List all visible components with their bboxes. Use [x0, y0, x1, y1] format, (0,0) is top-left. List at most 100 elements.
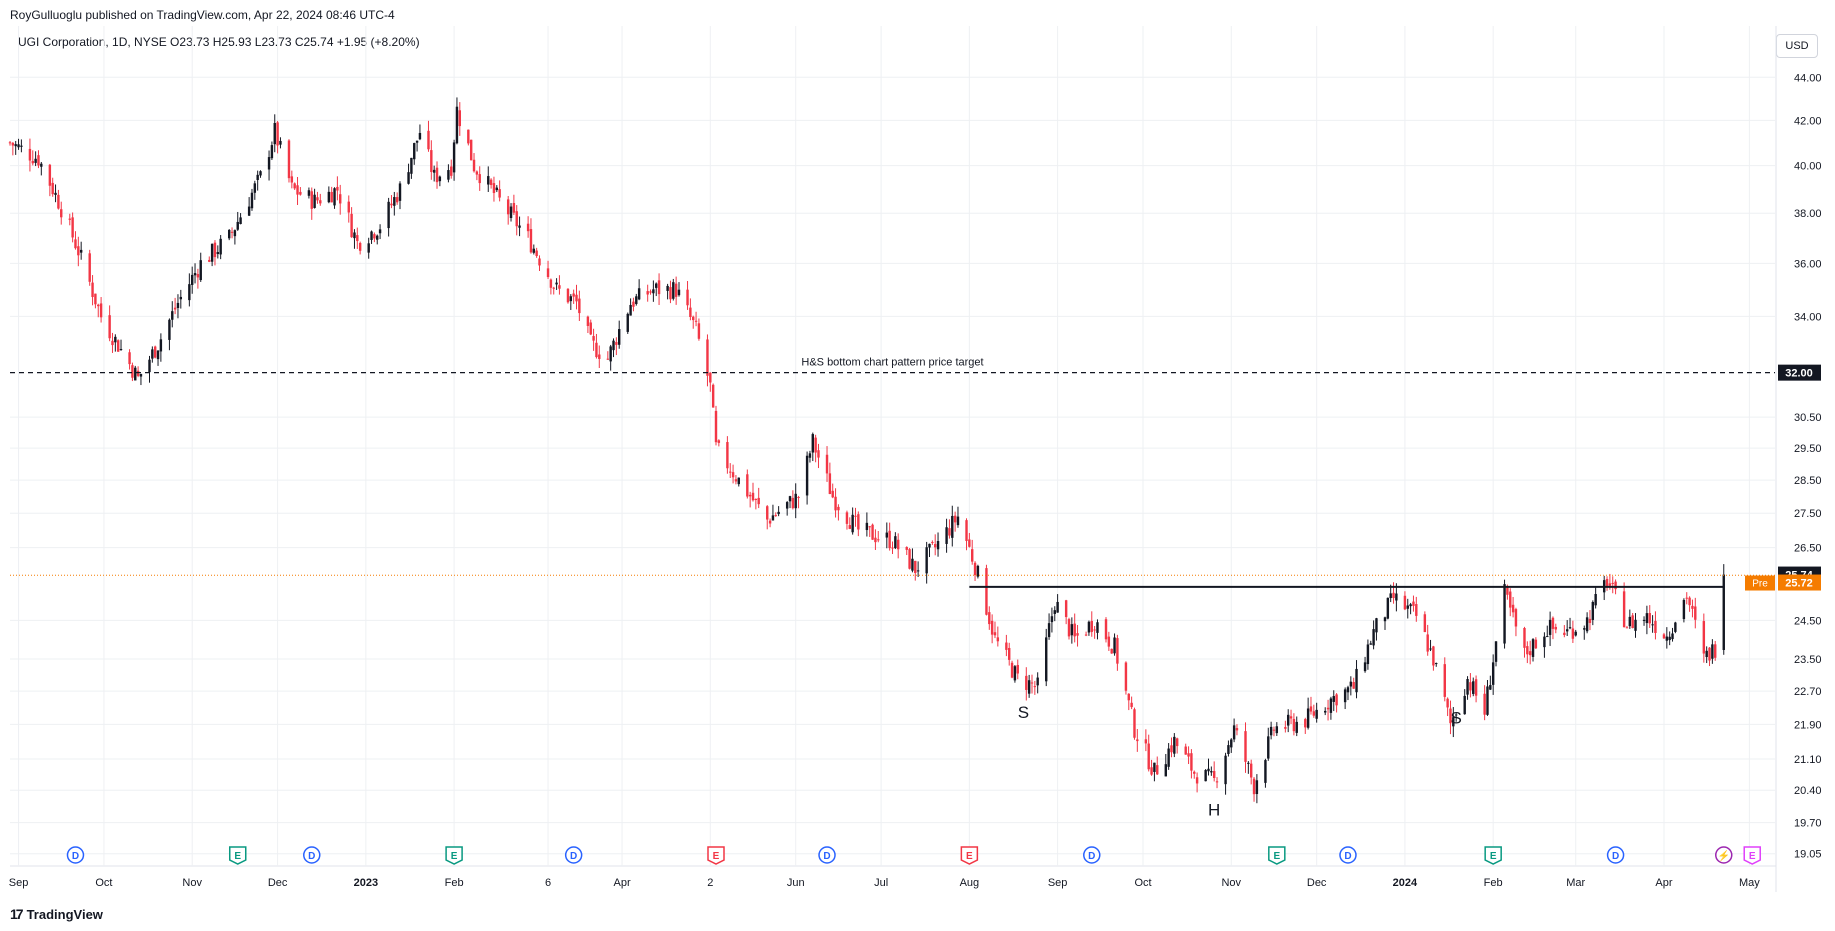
candle-body	[239, 217, 242, 225]
candle-body	[1651, 624, 1654, 626]
candle	[1136, 728, 1139, 752]
candle-body	[1064, 600, 1068, 618]
candle	[230, 227, 234, 239]
marker-letter: D	[1612, 851, 1619, 862]
candle-body	[1164, 764, 1168, 777]
candle	[518, 216, 521, 237]
candle	[1568, 617, 1572, 630]
dividend-marker[interactable]: D	[303, 846, 321, 864]
candle-body	[726, 442, 729, 469]
price-label: 25.72	[1785, 578, 1813, 590]
candle	[751, 482, 755, 502]
candle	[336, 176, 339, 201]
candle-body	[88, 253, 91, 282]
candle	[333, 187, 336, 209]
dividend-marker[interactable]: D	[564, 846, 583, 864]
candle	[427, 120, 430, 152]
candle-body	[569, 296, 573, 302]
candle	[575, 284, 578, 310]
candle-body	[1386, 597, 1390, 619]
earnings-marker[interactable]: E	[707, 846, 725, 865]
candle-body	[672, 282, 675, 299]
candle	[1671, 627, 1674, 642]
candle-body	[430, 150, 433, 173]
tradingview-logo[interactable]: 17 TradingView	[10, 906, 103, 922]
candle-body	[395, 197, 399, 203]
candle	[299, 187, 302, 196]
candle-body	[74, 239, 77, 249]
candle	[1674, 621, 1677, 634]
candle	[768, 518, 772, 528]
split-marker[interactable]: ⚡	[1715, 846, 1733, 864]
candle-body	[1156, 765, 1159, 775]
x-tick-label: 2024	[1393, 877, 1418, 889]
candle	[247, 197, 251, 217]
candle-body	[40, 163, 43, 167]
dividend-marker[interactable]: D	[1339, 846, 1357, 864]
candle-body	[606, 358, 610, 360]
candle	[677, 282, 681, 297]
candle	[845, 510, 849, 530]
candle	[151, 346, 154, 363]
candle-body	[8, 142, 12, 144]
candle-body	[28, 148, 32, 161]
dividend-marker[interactable]: D	[1606, 846, 1625, 864]
candle-body	[532, 248, 536, 253]
candle-body	[1628, 616, 1632, 627]
logo-text: TradingView	[26, 906, 103, 922]
dividend-marker[interactable]: D	[1083, 846, 1101, 864]
currency-button[interactable]: USD	[1776, 34, 1818, 58]
earnings-marker[interactable]: E	[228, 846, 247, 865]
candle	[595, 333, 598, 359]
candle-body	[788, 496, 792, 502]
candle-body	[279, 140, 282, 145]
candle	[885, 522, 889, 549]
candle-body	[1230, 739, 1233, 748]
dividend-marker[interactable]: D	[818, 846, 836, 864]
candle-body	[674, 283, 678, 297]
candle	[1594, 587, 1597, 609]
marker-letter: D	[1344, 851, 1351, 862]
dividend-marker[interactable]: D	[66, 846, 85, 864]
candle	[1583, 625, 1586, 640]
candle-body	[293, 183, 296, 189]
candle-body	[418, 132, 422, 140]
candle-body	[805, 455, 809, 496]
candle-body	[1215, 781, 1219, 783]
candle-body	[1722, 574, 1725, 650]
candle	[848, 517, 852, 530]
marker-shape	[818, 846, 836, 864]
earnings-marker[interactable]: E	[1743, 846, 1761, 865]
candle-body	[1691, 605, 1694, 609]
candle-body	[208, 259, 211, 262]
x-tick-label: Jun	[787, 877, 805, 889]
candle-body	[931, 541, 934, 543]
candle	[888, 522, 891, 551]
candle-body	[1429, 648, 1432, 650]
candle	[714, 405, 718, 446]
current-price-box	[1778, 574, 1821, 591]
candle-body	[1090, 620, 1093, 632]
candle-body	[77, 246, 80, 256]
earnings-marker[interactable]: E	[1268, 846, 1286, 865]
candle	[413, 142, 416, 165]
candle-body	[1292, 718, 1296, 732]
candle	[1651, 615, 1654, 633]
candle-body	[1469, 682, 1472, 691]
candle	[1275, 722, 1279, 736]
candle	[632, 297, 635, 312]
candle	[71, 212, 74, 243]
candle	[968, 532, 971, 548]
symbol-legend[interactable]: UGI Corporation, 1D, NYSE O23.73 H25.93 …	[18, 35, 420, 49]
earnings-marker[interactable]: E	[445, 846, 463, 865]
candle	[77, 236, 80, 267]
candle-body	[1625, 627, 1629, 629]
marker-shape	[303, 846, 321, 864]
candle	[1343, 687, 1347, 710]
earnings-marker[interactable]: E	[1484, 846, 1502, 865]
candle-body	[1534, 639, 1538, 649]
earnings-marker[interactable]: E	[960, 846, 979, 865]
candle-body	[948, 528, 951, 536]
candle-body	[891, 547, 894, 549]
